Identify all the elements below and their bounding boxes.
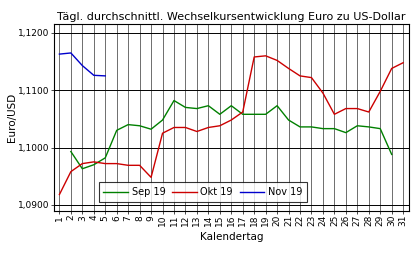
Nov 19 <box>69 51 74 55</box>
Okt 19 <box>160 131 165 135</box>
Sep 19 <box>217 113 222 116</box>
Okt 19 <box>309 76 314 79</box>
Okt 19 <box>263 54 268 58</box>
Sep 19 <box>286 119 291 122</box>
Sep 19 <box>160 119 165 122</box>
Okt 19 <box>366 110 371 114</box>
Sep 19 <box>343 131 348 134</box>
Okt 19 <box>332 113 337 116</box>
Okt 19 <box>320 92 325 95</box>
Line: Nov 19: Nov 19 <box>59 53 105 76</box>
Sep 19 <box>206 104 211 107</box>
Sep 19 <box>366 125 371 129</box>
Okt 19 <box>80 162 85 165</box>
Okt 19 <box>229 119 234 122</box>
Okt 19 <box>217 124 222 127</box>
Sep 19 <box>355 124 360 127</box>
Okt 19 <box>171 126 176 129</box>
Okt 19 <box>57 193 62 196</box>
Title: Tägl. durchschnittl. Wechselkursentwicklung Euro zu US-Dollar: Tägl. durchschnittl. Wechselkursentwickl… <box>57 12 406 22</box>
Okt 19 <box>389 67 394 70</box>
Sep 19 <box>320 127 325 130</box>
Okt 19 <box>195 130 199 133</box>
Okt 19 <box>286 67 291 70</box>
Sep 19 <box>137 124 142 127</box>
Nov 19 <box>91 74 96 77</box>
Sep 19 <box>103 156 108 160</box>
Sep 19 <box>80 167 85 170</box>
Sep 19 <box>389 153 394 156</box>
Okt 19 <box>401 61 406 64</box>
Y-axis label: Euro/USD: Euro/USD <box>7 93 17 142</box>
Sep 19 <box>114 129 119 132</box>
Sep 19 <box>252 113 256 116</box>
Okt 19 <box>275 59 280 62</box>
Sep 19 <box>309 125 314 129</box>
Okt 19 <box>297 74 302 77</box>
Line: Okt 19: Okt 19 <box>59 56 403 195</box>
Sep 19 <box>240 113 245 116</box>
Okt 19 <box>355 107 360 110</box>
Okt 19 <box>183 126 188 129</box>
Sep 19 <box>183 106 188 109</box>
Okt 19 <box>126 164 131 167</box>
Okt 19 <box>103 162 108 165</box>
Sep 19 <box>263 113 268 116</box>
Okt 19 <box>252 55 256 59</box>
Okt 19 <box>114 162 119 165</box>
Sep 19 <box>275 104 280 107</box>
Line: Sep 19: Sep 19 <box>71 100 392 169</box>
Sep 19 <box>195 107 199 110</box>
Okt 19 <box>149 176 154 179</box>
Nov 19 <box>103 74 108 77</box>
Okt 19 <box>343 107 348 110</box>
Sep 19 <box>149 128 154 131</box>
Legend: Sep 19, Okt 19, Nov 19: Sep 19, Okt 19, Nov 19 <box>99 182 307 202</box>
Sep 19 <box>171 99 176 102</box>
Sep 19 <box>332 127 337 130</box>
Okt 19 <box>378 90 383 93</box>
Okt 19 <box>137 164 142 167</box>
Nov 19 <box>80 64 85 67</box>
Sep 19 <box>297 125 302 129</box>
Sep 19 <box>91 163 96 166</box>
Okt 19 <box>206 126 211 129</box>
X-axis label: Kalendertag: Kalendertag <box>199 232 263 242</box>
Nov 19 <box>57 52 62 56</box>
Sep 19 <box>378 127 383 130</box>
Sep 19 <box>229 104 234 107</box>
Okt 19 <box>240 110 245 114</box>
Sep 19 <box>126 123 131 126</box>
Okt 19 <box>69 170 74 173</box>
Sep 19 <box>69 150 74 153</box>
Okt 19 <box>91 160 96 164</box>
